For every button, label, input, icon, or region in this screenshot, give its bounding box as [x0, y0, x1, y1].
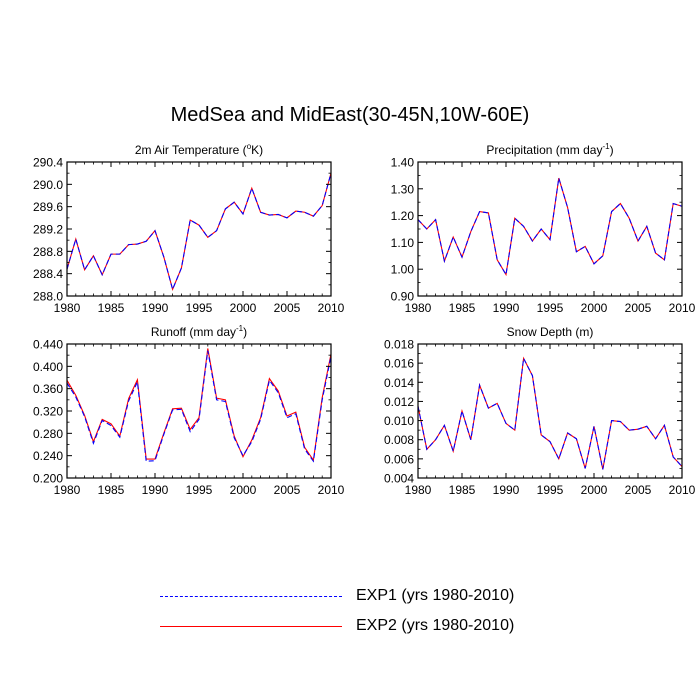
x-tick-label: 1985 — [98, 301, 125, 315]
legend-label-exp2: EXP2 (yrs 1980-2010) — [356, 617, 515, 634]
series-line-exp1 — [417, 356, 683, 470]
y-tick-label: 0.90 — [391, 290, 415, 304]
x-tick-label: 1980 — [54, 301, 81, 315]
x-tick-label: 2000 — [581, 483, 608, 497]
y-tick-label: 289.2 — [33, 223, 63, 237]
x-tick-label: 1980 — [405, 301, 432, 315]
x-tick-label: 1990 — [493, 483, 520, 497]
x-tick-label: 1990 — [142, 301, 169, 315]
y-tick-label: 1.20 — [391, 209, 415, 223]
y-tick-label: 288.0 — [33, 290, 63, 304]
y-tick-label: 290.4 — [33, 156, 63, 170]
x-tick-label: 1995 — [186, 483, 213, 497]
x-tick-label: 2005 — [274, 301, 301, 315]
legend-line-exp1 — [160, 596, 342, 597]
x-tick-label: 2010 — [318, 301, 345, 315]
series-line-exp1 — [66, 173, 332, 291]
y-tick-label: 0.016 — [384, 357, 414, 371]
legend-entry-exp1: EXP1 (yrs 1980-2010) — [160, 587, 560, 607]
x-tick-label: 2005 — [625, 483, 652, 497]
panel-2: 1980 1985 1990 1995 2000 2005 2010 0.90 1.00 1.10… — [391, 142, 696, 315]
y-tick-label: 0.440 — [33, 338, 63, 352]
series-line-exp1 — [66, 350, 332, 463]
x-tick-label: 2000 — [230, 483, 257, 497]
y-tick-label: 0.200 — [33, 472, 63, 486]
series-line-exp2 — [417, 356, 683, 470]
panel-frame — [66, 161, 332, 297]
y-tick-label: 0.006 — [384, 452, 414, 466]
y-tick-label: 0.014 — [384, 376, 414, 390]
y-tick-label: 0.280 — [33, 427, 63, 441]
y-tick-label: 0.360 — [33, 382, 63, 396]
y-tick-label: 0.400 — [33, 360, 63, 374]
panel-3: 1980 1985 1990 1995 2000 2005 2010 0.200 0.240 0.… — [33, 324, 345, 497]
y-tick-label: 0.004 — [384, 472, 414, 486]
legend-label-exp1: EXP1 (yrs 1980-2010) — [356, 587, 515, 604]
y-tick-label: 289.6 — [33, 200, 63, 214]
panel-4: 1980 1985 1990 1995 2000 2005 2010 0.004 0.006 0.… — [384, 325, 696, 497]
y-tick-label: 0.008 — [384, 433, 414, 447]
y-tick-label: 0.012 — [384, 395, 414, 409]
series-line-exp2 — [66, 173, 332, 291]
x-tick-label: 2000 — [230, 301, 257, 315]
panel-frame — [417, 343, 683, 479]
y-tick-label: 288.8 — [33, 245, 63, 259]
panel-frame — [417, 161, 683, 297]
y-tick-label: 0.240 — [33, 449, 63, 463]
x-tick-label: 2010 — [669, 301, 696, 315]
panel-1: 1980 1985 1990 1995 2000 2005 2010 288.0 288.4 28… — [33, 142, 345, 315]
x-tick-label: 2010 — [318, 483, 345, 497]
x-tick-label: 1985 — [449, 483, 476, 497]
legend-entry-exp2: EXP2 (yrs 1980-2010) — [160, 617, 560, 637]
x-tick-label: 2000 — [581, 301, 608, 315]
panel-frame — [66, 343, 332, 479]
legend-line-exp2 — [160, 626, 342, 627]
x-tick-label: 1995 — [537, 301, 564, 315]
y-tick-label: 1.00 — [391, 263, 415, 277]
y-tick-label: 1.30 — [391, 182, 415, 196]
series-line-exp1 — [417, 177, 683, 277]
panel-title: Snow Depth (m) — [507, 325, 594, 339]
x-tick-label: 1985 — [98, 483, 125, 497]
y-tick-label: 0.010 — [384, 414, 414, 428]
y-tick-label: 1.40 — [391, 156, 415, 170]
panel-title: Runoff (mm day-1) — [151, 324, 247, 339]
x-tick-label: 1990 — [142, 483, 169, 497]
y-tick-label: 0.320 — [33, 405, 63, 419]
panel-title: Precipitation (mm day-1) — [486, 142, 613, 157]
x-tick-label: 1995 — [186, 301, 213, 315]
series-line-exp2 — [417, 177, 683, 277]
x-tick-label: 1985 — [449, 301, 476, 315]
x-tick-label: 1990 — [493, 301, 520, 315]
series-line-exp2 — [66, 348, 332, 462]
y-tick-label: 288.4 — [33, 267, 63, 281]
x-tick-label: 1980 — [405, 483, 432, 497]
y-tick-label: 290.0 — [33, 178, 63, 192]
x-tick-label: 1980 — [54, 483, 81, 497]
y-tick-label: 1.10 — [391, 236, 415, 250]
y-tick-label: 0.018 — [384, 338, 414, 352]
panel-title: 2m Air Temperature (oK) — [135, 142, 263, 157]
x-tick-label: 2010 — [669, 483, 696, 497]
x-tick-label: 2005 — [274, 483, 301, 497]
figure-title: MedSea and MidEast(30-45N,10W-60E) — [170, 104, 530, 126]
x-tick-label: 1995 — [537, 483, 564, 497]
x-tick-label: 2005 — [625, 301, 652, 315]
